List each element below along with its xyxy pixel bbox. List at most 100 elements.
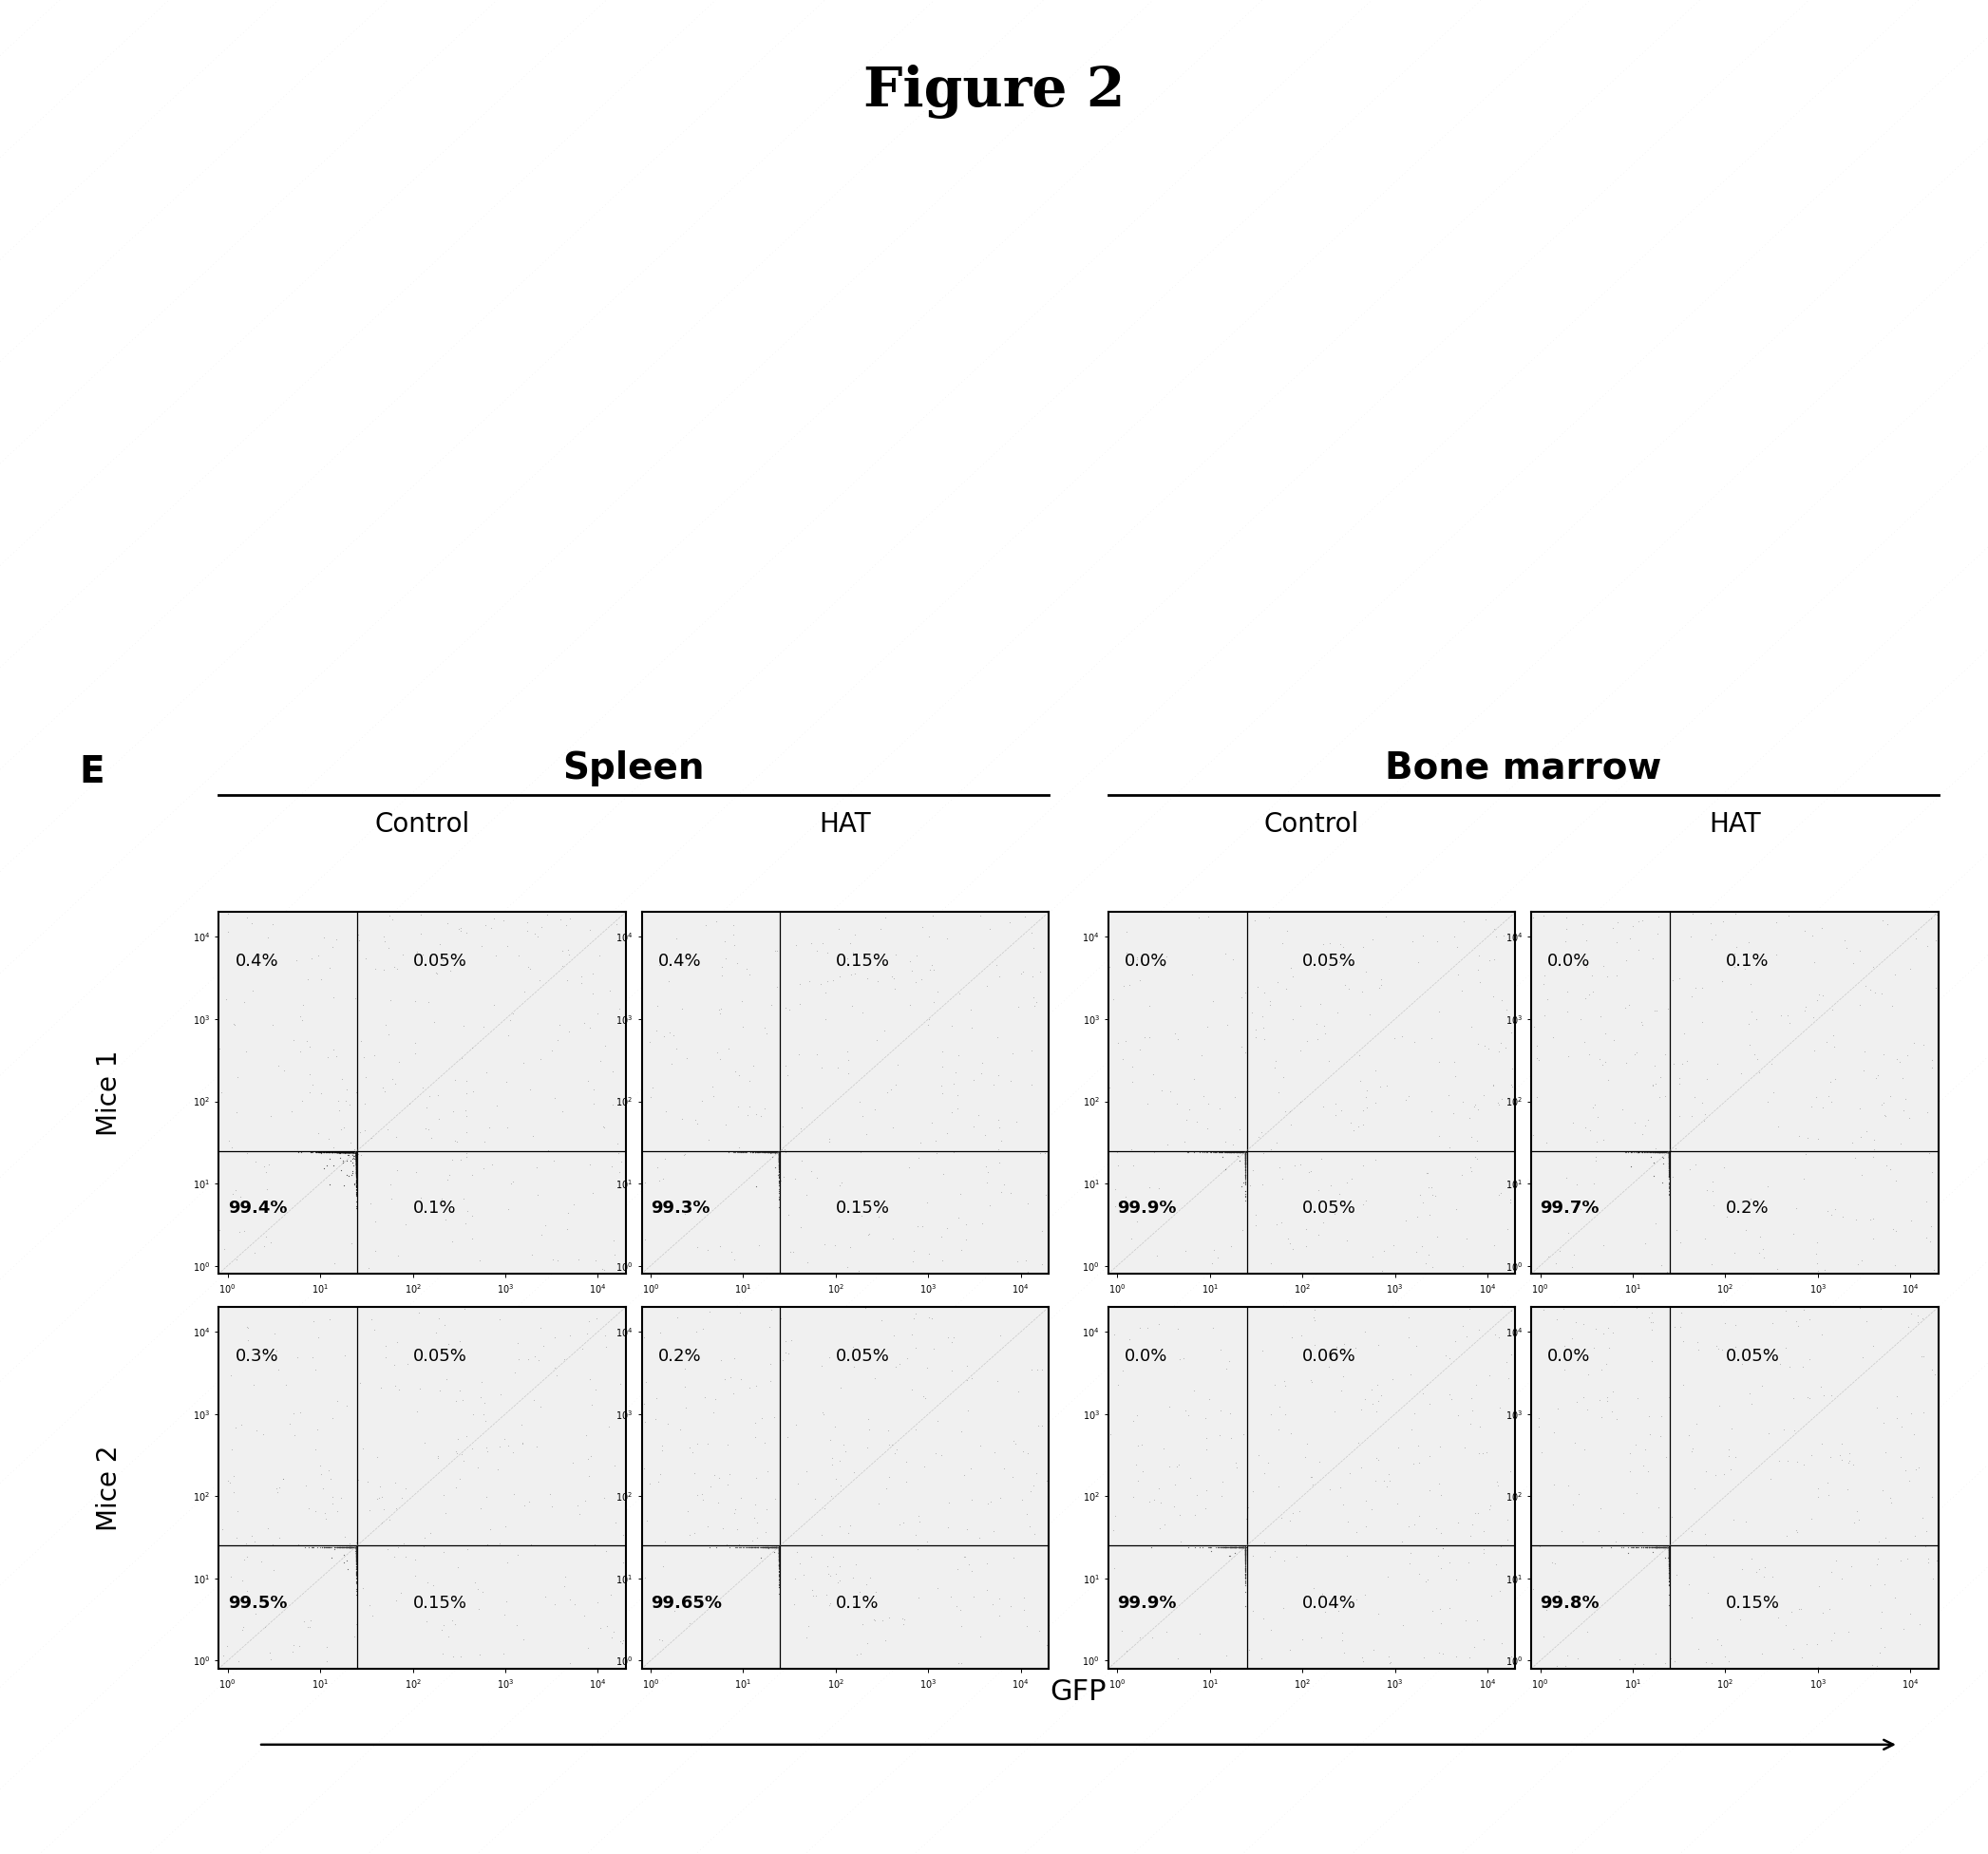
Point <box>1229 1531 1260 1561</box>
Point <box>1229 1137 1260 1166</box>
Point <box>340 1137 372 1166</box>
Point <box>1229 1137 1260 1166</box>
Point <box>763 1531 795 1561</box>
Point <box>340 1137 372 1166</box>
Point <box>1229 1137 1260 1166</box>
Point <box>340 1153 372 1183</box>
Point <box>1229 1137 1260 1166</box>
Point <box>1652 1137 1684 1166</box>
Point <box>1652 1137 1684 1166</box>
Point <box>1620 1038 1652 1068</box>
Point <box>1652 1149 1684 1179</box>
Point <box>1652 1137 1684 1166</box>
Point <box>1652 1531 1684 1561</box>
Point <box>340 1137 372 1166</box>
Point <box>763 1137 795 1166</box>
Point <box>340 1137 372 1166</box>
Point <box>340 1531 372 1561</box>
Point <box>1652 1531 1684 1561</box>
Point <box>763 1531 795 1561</box>
Point <box>1652 1531 1684 1561</box>
Point <box>1652 1137 1684 1166</box>
Point <box>1652 1531 1684 1561</box>
Point <box>763 1137 795 1166</box>
Point <box>340 1137 372 1166</box>
Point <box>340 1137 372 1166</box>
Point <box>763 1137 795 1166</box>
Point <box>763 1531 795 1561</box>
Point <box>1652 1531 1684 1561</box>
Point <box>1652 1531 1684 1561</box>
Point <box>340 1531 372 1561</box>
Point <box>340 1137 372 1166</box>
Point <box>1229 1137 1260 1166</box>
Point <box>1229 1137 1260 1166</box>
Point <box>1652 1137 1684 1166</box>
Point <box>1372 1561 1404 1591</box>
Point <box>763 1531 795 1561</box>
Point <box>340 1531 372 1561</box>
Point <box>314 1137 346 1166</box>
Point <box>340 1137 372 1166</box>
Point <box>1652 1531 1684 1561</box>
Point <box>742 1137 773 1166</box>
Point <box>1652 1531 1684 1561</box>
Point <box>763 1137 795 1166</box>
Point <box>1652 1531 1684 1561</box>
Point <box>763 1531 795 1561</box>
Point <box>763 1531 795 1561</box>
Point <box>1229 1137 1260 1166</box>
Point <box>763 1137 795 1166</box>
Point <box>763 1531 795 1561</box>
Point <box>1229 1137 1260 1166</box>
Point <box>340 1531 372 1561</box>
Point <box>763 1531 795 1561</box>
Point <box>763 1531 795 1561</box>
Point <box>763 1531 795 1561</box>
Point <box>1652 1137 1684 1166</box>
Point <box>926 1079 958 1109</box>
Point <box>1652 1531 1684 1561</box>
Point <box>1229 1531 1260 1561</box>
Point <box>763 1531 795 1561</box>
Point <box>340 1137 372 1166</box>
Point <box>340 1531 372 1561</box>
Point <box>1652 1137 1684 1166</box>
Point <box>340 1531 372 1561</box>
Point <box>763 1531 795 1561</box>
Point <box>1229 1137 1260 1166</box>
Point <box>1652 1137 1684 1166</box>
Point <box>1652 1531 1684 1561</box>
Point <box>340 1137 372 1166</box>
Point <box>763 1137 795 1166</box>
Point <box>763 1137 795 1166</box>
Point <box>320 1137 352 1166</box>
Point <box>340 1137 372 1166</box>
Point <box>1229 1137 1260 1166</box>
Point <box>763 1137 795 1166</box>
Point <box>1229 1137 1260 1166</box>
Point <box>1652 1531 1684 1561</box>
Point <box>761 1531 793 1561</box>
Point <box>1229 1531 1260 1561</box>
Point <box>763 1137 795 1166</box>
Point <box>340 1137 372 1166</box>
Point <box>340 1531 372 1561</box>
Point <box>340 1137 372 1166</box>
Point <box>763 1531 795 1561</box>
Point <box>340 1137 372 1166</box>
Point <box>763 1137 795 1166</box>
Point <box>1652 1137 1684 1166</box>
Point <box>1229 1137 1260 1166</box>
Point <box>1652 1531 1684 1561</box>
Point <box>1652 1531 1684 1561</box>
Point <box>861 966 893 996</box>
Point <box>1229 1531 1260 1561</box>
Point <box>1652 1531 1684 1561</box>
Point <box>1229 1531 1260 1561</box>
Point <box>763 1137 795 1166</box>
Point <box>763 1137 795 1166</box>
Point <box>340 1137 372 1166</box>
Point <box>1652 1137 1684 1166</box>
Point <box>763 1531 795 1561</box>
